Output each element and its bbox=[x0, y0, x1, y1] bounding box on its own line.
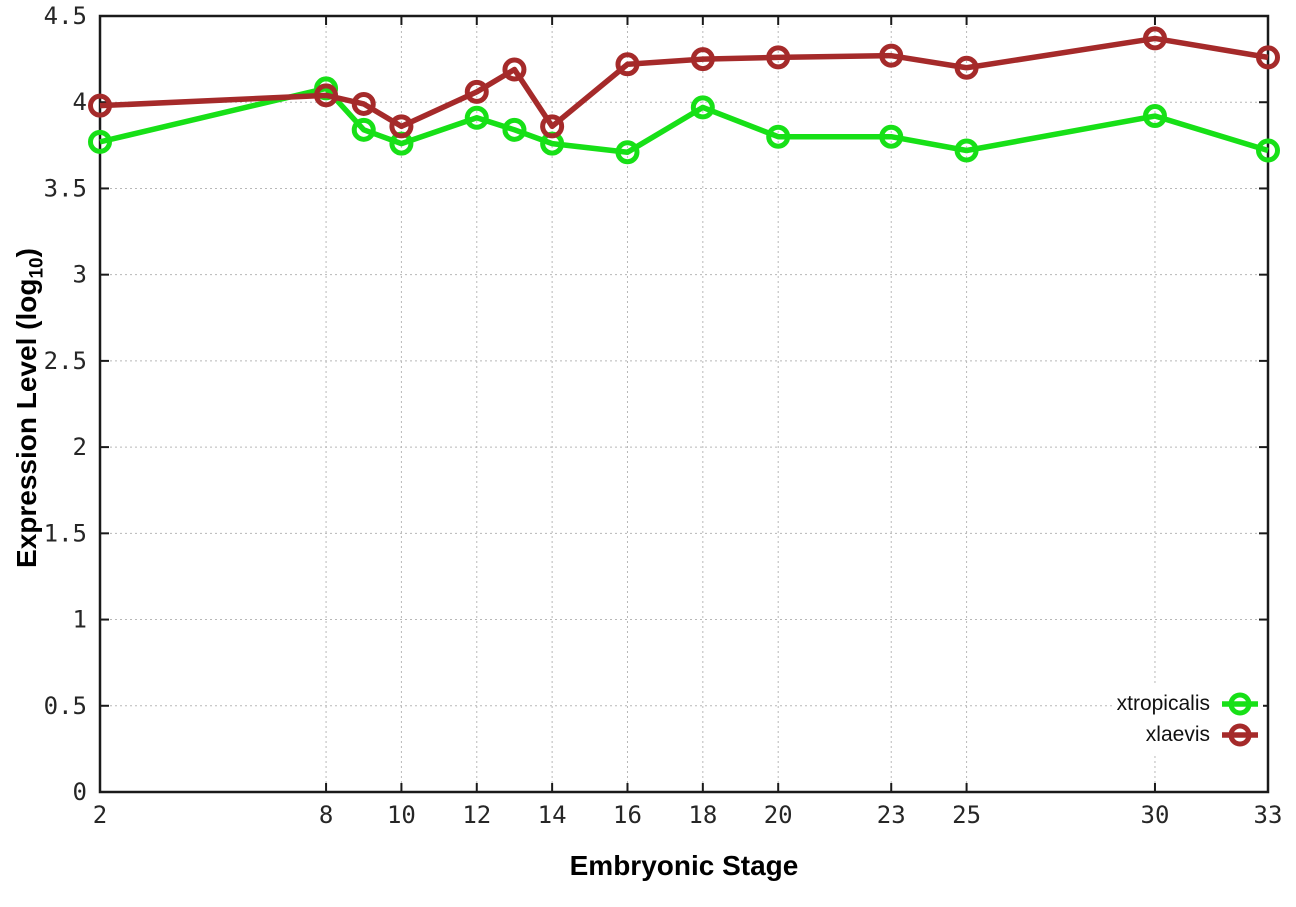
svg-text:3.5: 3.5 bbox=[44, 174, 87, 202]
data-point-xlaevis bbox=[766, 45, 791, 70]
data-point-xlaevis bbox=[351, 91, 376, 116]
series-line-xtropicalis bbox=[99, 85, 1269, 155]
svg-text:25: 25 bbox=[952, 801, 981, 829]
data-point-xtropicalis bbox=[1142, 104, 1167, 129]
data-point-xlaevis bbox=[954, 55, 979, 80]
data-point-xlaevis bbox=[502, 57, 527, 82]
svg-text:30: 30 bbox=[1141, 801, 1170, 829]
svg-text:10: 10 bbox=[387, 801, 416, 829]
x-axis-title: Embryonic Stage bbox=[569, 850, 799, 881]
data-point-xtropicalis bbox=[766, 124, 791, 149]
data-point-xtropicalis bbox=[1256, 138, 1280, 163]
svg-text:18: 18 bbox=[688, 801, 717, 829]
axis-tick-marks bbox=[99, 15, 1269, 793]
data-point-xlaevis bbox=[88, 93, 112, 118]
y-axis-title: Expression Level (log10) bbox=[9, 8, 48, 808]
svg-text:4.5: 4.5 bbox=[44, 2, 87, 30]
data-point-xtropicalis bbox=[351, 117, 376, 142]
data-point-xlaevis bbox=[540, 114, 565, 139]
svg-text:4: 4 bbox=[73, 88, 87, 116]
series-line-xlaevis bbox=[99, 35, 1269, 130]
data-point-xlaevis bbox=[1142, 26, 1167, 51]
data-point-xtropicalis bbox=[879, 124, 904, 149]
data-point-xlaevis bbox=[1256, 45, 1280, 70]
legend-marker-xtropicalis bbox=[1222, 692, 1258, 715]
svg-text:1.5: 1.5 bbox=[44, 519, 87, 547]
legend-item-xtropicalis: xtropicalis bbox=[1117, 688, 1261, 719]
plot-border bbox=[98, 14, 1270, 794]
legend-marker-xlaevis bbox=[1222, 723, 1258, 746]
data-point-xlaevis bbox=[690, 47, 715, 72]
svg-text:14: 14 bbox=[538, 801, 567, 829]
data-point-xlaevis bbox=[879, 43, 904, 68]
data-point-xtropicalis bbox=[88, 129, 112, 154]
legend-label-xtropicalis: xtropicalis bbox=[1116, 691, 1210, 715]
svg-text:1: 1 bbox=[73, 606, 87, 634]
y-tick-labels: 0 0.5 1 1.5 2 2.5 3 3.5 4 4.5 bbox=[44, 2, 87, 806]
svg-text:23: 23 bbox=[877, 801, 906, 829]
svg-text:2: 2 bbox=[93, 801, 107, 829]
data-point-xtropicalis bbox=[615, 140, 640, 165]
svg-text:16: 16 bbox=[613, 801, 642, 829]
series-xlaevis bbox=[88, 26, 1280, 139]
series-xtropicalis bbox=[88, 76, 1280, 165]
svg-text:20: 20 bbox=[764, 801, 793, 829]
svg-text:3: 3 bbox=[73, 261, 87, 289]
svg-text:2.5: 2.5 bbox=[44, 347, 87, 375]
data-point-xtropicalis bbox=[954, 138, 979, 163]
x-tick-labels: 2 8 10 12 14 16 18 20 23 25 30 33 bbox=[93, 801, 1283, 829]
svg-text:8: 8 bbox=[319, 801, 333, 829]
svg-text:0.5: 0.5 bbox=[44, 692, 87, 720]
data-point-xlaevis bbox=[314, 83, 339, 108]
svg-text:33: 33 bbox=[1254, 801, 1283, 829]
y-axis-title-subscript: 10 bbox=[26, 257, 48, 279]
data-point-xlaevis bbox=[389, 114, 414, 139]
data-point-xlaevis bbox=[464, 79, 489, 104]
svg-text:12: 12 bbox=[462, 801, 491, 829]
gridlines bbox=[100, 16, 1268, 792]
svg-text:2: 2 bbox=[73, 433, 87, 461]
y-axis-title-text: Expression Level (log bbox=[11, 278, 42, 568]
svg-text:0: 0 bbox=[73, 778, 87, 806]
legend: xtropicalis xlaevis bbox=[1114, 685, 1263, 753]
data-point-xtropicalis bbox=[502, 117, 527, 142]
legend-item-xlaevis: xlaevis bbox=[1117, 719, 1261, 750]
data-point-xlaevis bbox=[615, 52, 640, 77]
data-point-xtropicalis bbox=[690, 95, 715, 120]
legend-label-xlaevis: xlaevis bbox=[1145, 722, 1210, 746]
y-axis-title-close: ) bbox=[11, 248, 42, 258]
data-point-xtropicalis bbox=[464, 105, 489, 130]
